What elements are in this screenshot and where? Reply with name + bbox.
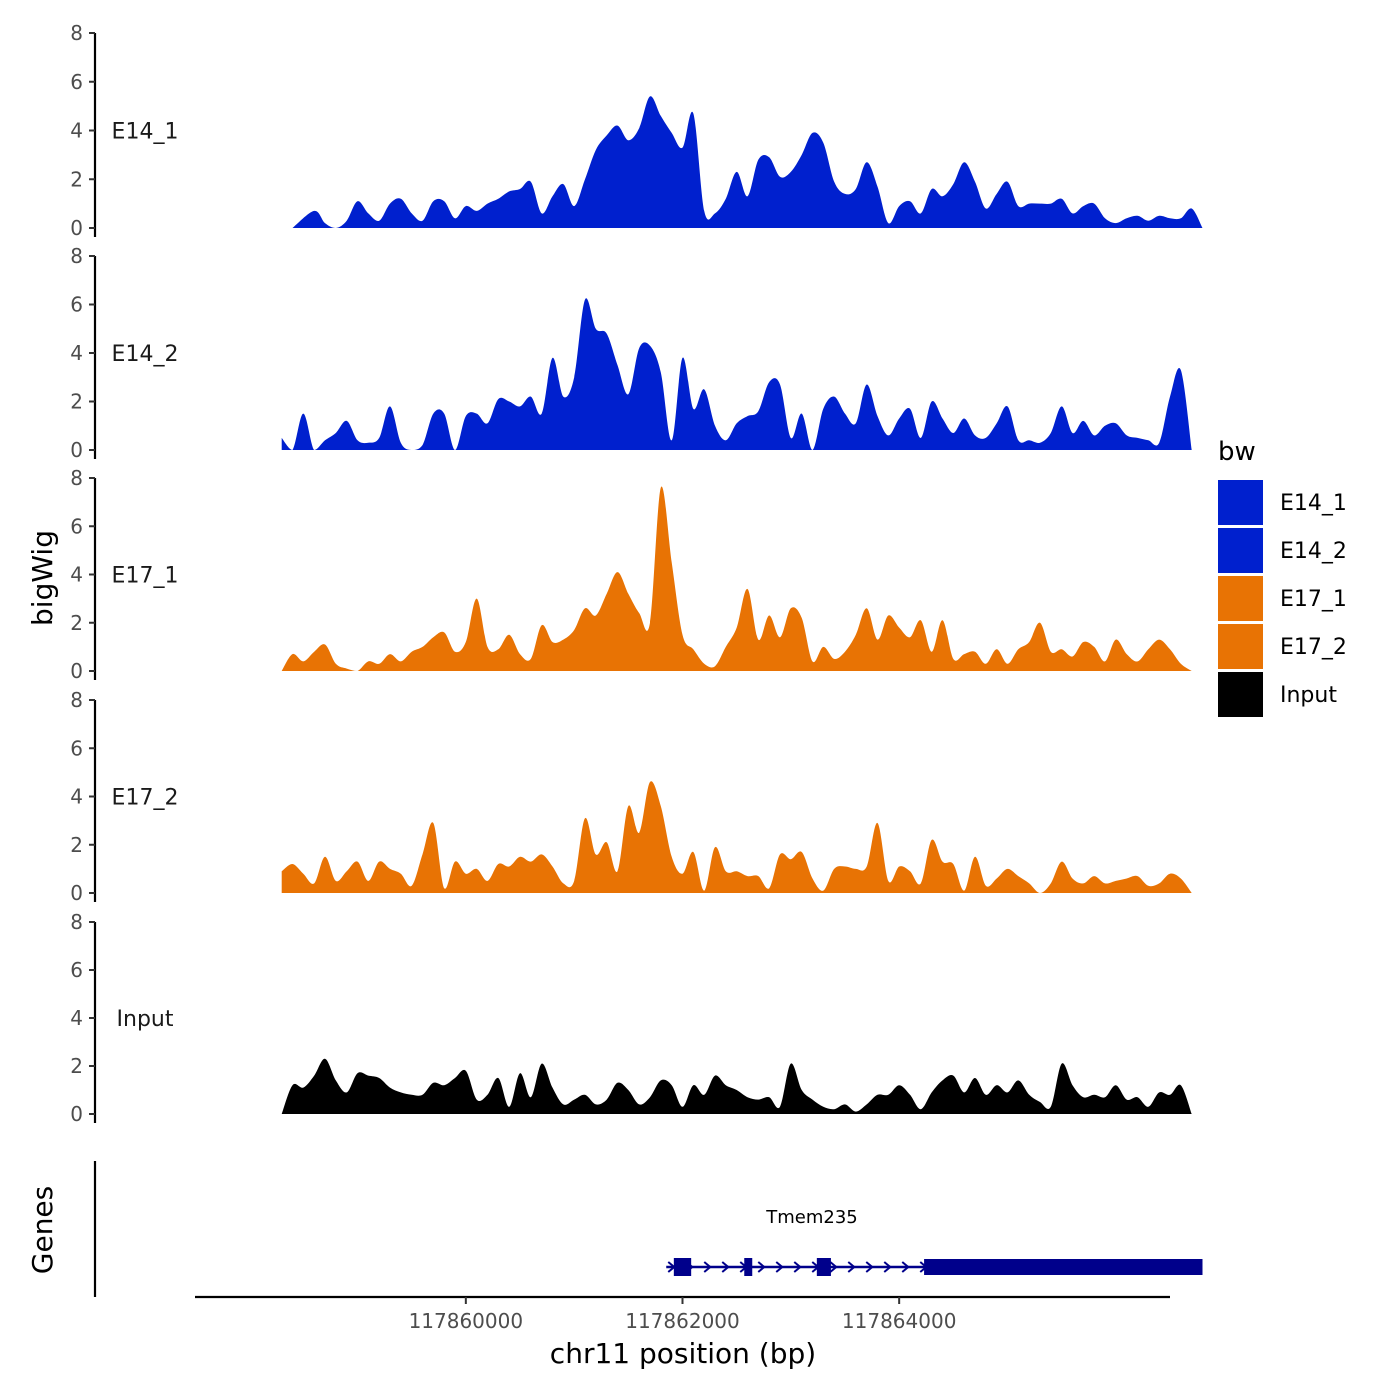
legend-swatch <box>1218 672 1263 717</box>
y-tick-label: 4 <box>70 341 83 365</box>
strand-chevron <box>829 1261 838 1273</box>
legend-swatch <box>1218 528 1263 573</box>
y-tick-label: 4 <box>70 1006 83 1030</box>
strand-chevron <box>721 1261 730 1273</box>
gene-exon <box>744 1258 753 1276</box>
track-label: E14_1 <box>112 120 179 145</box>
coverage-area-Input <box>281 1058 1192 1114</box>
legend-label: E17_2 <box>1280 635 1347 660</box>
track-E17_2: 0 2 4 6 8 E17_2 <box>70 688 1192 905</box>
track-label: E14_2 <box>112 342 179 367</box>
legend-swatch <box>1218 576 1263 621</box>
strand-chevron <box>883 1261 892 1273</box>
legend-label: E14_1 <box>1280 491 1347 516</box>
strand-chevron <box>703 1261 712 1273</box>
legend-title: bw <box>1218 437 1256 467</box>
x-tick-label: 117860000 <box>409 1309 524 1333</box>
y-tick-label: 8 <box>70 466 83 490</box>
gene-exon <box>924 1259 1203 1275</box>
x-axis: 117860000 117862000 117864000 <box>195 1295 1170 1333</box>
y-tick-label: 0 <box>70 216 83 240</box>
strand-chevron <box>775 1261 784 1273</box>
y-axis-title: bigWig <box>26 530 59 626</box>
x-tick-label: 117862000 <box>625 1309 740 1333</box>
legend-item-Input: Input <box>1218 672 1337 717</box>
gene-exon <box>673 1258 692 1276</box>
coverage-area-E14_2 <box>281 298 1192 450</box>
y-tick-label: 0 <box>70 438 83 462</box>
track-label: Input <box>117 1007 174 1032</box>
y-tick-label: 2 <box>70 390 83 414</box>
y-tick-label: 0 <box>70 881 83 905</box>
legend-swatch <box>1218 624 1263 669</box>
legend-item-E14_2: E14_2 <box>1218 528 1347 573</box>
coverage-area-E17_1 <box>281 486 1192 671</box>
x-tick-label: 117864000 <box>842 1309 957 1333</box>
y-tick-label: 2 <box>70 833 83 857</box>
coverage-area-E17_2 <box>281 781 1192 893</box>
y-tick-label: 6 <box>70 736 83 760</box>
strand-chevron <box>793 1261 802 1273</box>
legend-item-E14_1: E14_1 <box>1218 480 1347 525</box>
genes-axis-title: Genes <box>26 1186 59 1274</box>
legend-item-E17_1: E17_1 <box>1218 576 1347 621</box>
track-E14_1: 0 2 4 6 8 E14_1 <box>70 21 1203 240</box>
track-E17_1: 0 2 4 6 8 E17_1 <box>70 466 1192 683</box>
y-tick-label: 2 <box>70 167 83 191</box>
y-tick-label: 4 <box>70 119 83 143</box>
y-tick-label: 2 <box>70 611 83 635</box>
strand-chevron <box>757 1261 766 1273</box>
y-tick-label: 6 <box>70 70 83 94</box>
legend-item-E17_2: E17_2 <box>1218 624 1347 669</box>
track-label: E17_1 <box>112 564 179 589</box>
gene-label: Tmem235 <box>765 1207 858 1228</box>
legend-label: Input <box>1280 683 1337 708</box>
y-tick-label: 8 <box>70 688 83 712</box>
y-tick-label: 6 <box>70 293 83 317</box>
y-tick-label: 8 <box>70 910 83 934</box>
y-tick-label: 0 <box>70 659 83 683</box>
y-tick-label: 6 <box>70 958 83 982</box>
strand-chevron <box>901 1261 910 1273</box>
y-tick-label: 6 <box>70 514 83 538</box>
coverage-tracks: 0 2 4 6 8 E14_1 0 2 4 6 8 E14_2 0 2 4 6 8 E17_1 0 2 4 6 8 E17_2… <box>70 21 1203 1126</box>
strand-chevron <box>865 1261 874 1273</box>
genes-panel: Tmem235 <box>93 1161 1203 1297</box>
x-axis-title: chr11 position (bp) <box>550 1337 816 1370</box>
y-tick-label: 2 <box>70 1054 83 1078</box>
gene-exon <box>816 1258 831 1276</box>
y-tick-label: 0 <box>70 1102 83 1126</box>
track-label: E17_2 <box>112 786 179 811</box>
track-Input: 0 2 4 6 8 Input <box>70 910 1192 1126</box>
legend-label: E17_1 <box>1280 587 1347 612</box>
legend: bw E14_1 E14_2 E17_1 E17_2 Input <box>1218 437 1347 717</box>
y-tick-label: 4 <box>70 563 83 587</box>
y-tick-label: 4 <box>70 785 83 809</box>
track-E14_2: 0 2 4 6 8 E14_2 <box>70 244 1192 462</box>
legend-label: E14_2 <box>1280 539 1347 564</box>
y-tick-label: 8 <box>70 244 83 268</box>
y-tick-label: 8 <box>70 21 83 45</box>
legend-swatch <box>1218 480 1263 525</box>
strand-chevron <box>847 1261 856 1273</box>
coverage-area-E14_1 <box>292 96 1203 229</box>
